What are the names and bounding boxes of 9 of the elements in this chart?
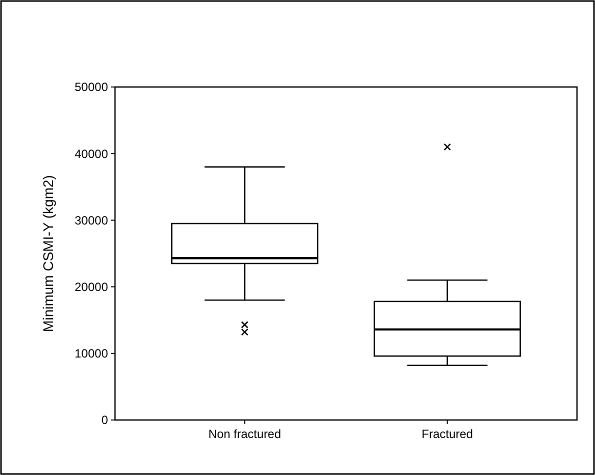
y-tick-label: 0 (101, 413, 108, 428)
y-tick-label: 20000 (74, 280, 108, 294)
y-tick-label: 10000 (74, 346, 108, 361)
y-tick-label: 30000 (74, 213, 108, 228)
y-axis-title: Minimum CSMI-Y (kgm2) (40, 175, 56, 332)
x-tick-label: Non fractured (208, 427, 282, 441)
y-tick-label: 50000 (74, 80, 108, 94)
y-tick-label: 40000 (74, 146, 108, 161)
x-tick-label: Fractured (422, 427, 473, 441)
